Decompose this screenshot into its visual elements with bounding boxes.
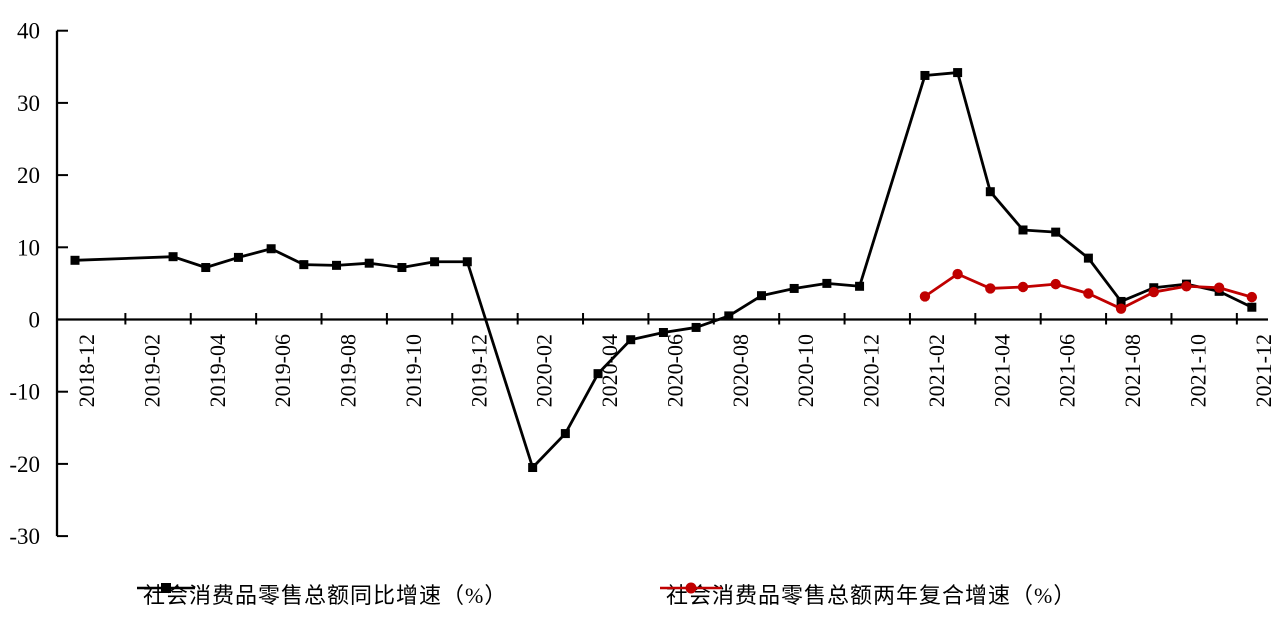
- y-axis-tick-label: 30: [17, 91, 40, 116]
- data-point-square: [1051, 227, 1061, 237]
- data-point-square: [822, 278, 832, 288]
- data-point-square: [1018, 225, 1028, 235]
- x-axis-tick-label: 2020-08: [728, 334, 753, 407]
- x-axis-tick-label: 2021-10: [1185, 334, 1210, 407]
- x-axis-tick-label: 2021-04: [989, 334, 1014, 407]
- x-axis-tick-label: 2019-12: [466, 334, 491, 407]
- x-axis-tick-label: 2021-02: [924, 334, 949, 407]
- data-point-square: [953, 68, 963, 78]
- data-point-square: [560, 429, 570, 439]
- x-axis-tick-label: 2020-02: [532, 334, 557, 407]
- data-point-square: [462, 257, 472, 267]
- data-point-circle: [1246, 291, 1258, 303]
- data-point-circle: [952, 268, 963, 280]
- data-point-square: [1247, 302, 1257, 312]
- x-axis-tick-label: 2019-10: [401, 334, 426, 407]
- y-axis-tick-label: -30: [9, 524, 40, 549]
- data-point-circle: [1213, 282, 1225, 293]
- data-point-square: [70, 255, 80, 265]
- data-point-square: [920, 70, 930, 80]
- data-point-circle: [1083, 288, 1094, 299]
- data-point-circle: [985, 283, 996, 294]
- y-axis-tick-label: 0: [29, 308, 41, 333]
- data-point-square: [430, 257, 440, 267]
- x-axis-tick-label: 2021-08: [1120, 334, 1145, 407]
- data-point-square: [528, 463, 538, 473]
- data-point-circle: [919, 291, 931, 302]
- data-point-circle: [1115, 303, 1127, 314]
- x-axis-tick-label: 2019-04: [205, 334, 230, 407]
- x-axis-tick-label: 2020-06: [662, 334, 687, 407]
- x-axis-tick-label: 2021-12: [1251, 334, 1276, 407]
- data-point-square: [724, 311, 734, 321]
- data-point-square: [168, 252, 178, 262]
- x-axis-tick-label: 2019-02: [139, 334, 164, 407]
- data-point-square: [626, 335, 636, 345]
- data-point-square: [593, 369, 603, 379]
- data-point-square: [233, 252, 243, 262]
- data-point-square: [985, 187, 995, 197]
- data-point-square: [789, 283, 799, 293]
- x-axis-tick-label: 2021-06: [1055, 334, 1080, 407]
- data-point-square: [397, 263, 407, 273]
- y-axis-tick-label: 10: [17, 235, 40, 260]
- data-point-square: [266, 244, 276, 254]
- data-point-square: [299, 260, 309, 270]
- data-point-square: [756, 291, 766, 301]
- y-axis-tick-label: 40: [17, 19, 40, 44]
- data-point-square: [364, 258, 374, 268]
- data-point-square: [1116, 296, 1126, 306]
- x-axis-tick-label: 2020-10: [793, 334, 818, 407]
- x-axis-tick-label: 2019-08: [336, 334, 361, 407]
- data-point-square: [658, 327, 668, 337]
- data-point-circle: [1050, 278, 1061, 290]
- y-axis-tick-label: 20: [17, 163, 40, 188]
- data-point-square: [691, 322, 701, 332]
- data-point-circle: [1181, 281, 1192, 292]
- data-point-square: [332, 260, 342, 270]
- x-axis-tick-label: 2018-12: [74, 334, 99, 407]
- y-axis-tick-label: -20: [9, 452, 40, 477]
- x-axis-tick-label: 2019-06: [270, 334, 295, 407]
- data-point-square: [1083, 253, 1093, 263]
- x-axis-tick-label: 2020-12: [859, 334, 884, 407]
- data-point-square: [201, 263, 211, 273]
- y-axis-tick-label: -10: [9, 380, 40, 405]
- data-point-circle: [1017, 281, 1029, 293]
- data-point-square: [855, 281, 865, 291]
- data-point-circle: [1148, 286, 1159, 298]
